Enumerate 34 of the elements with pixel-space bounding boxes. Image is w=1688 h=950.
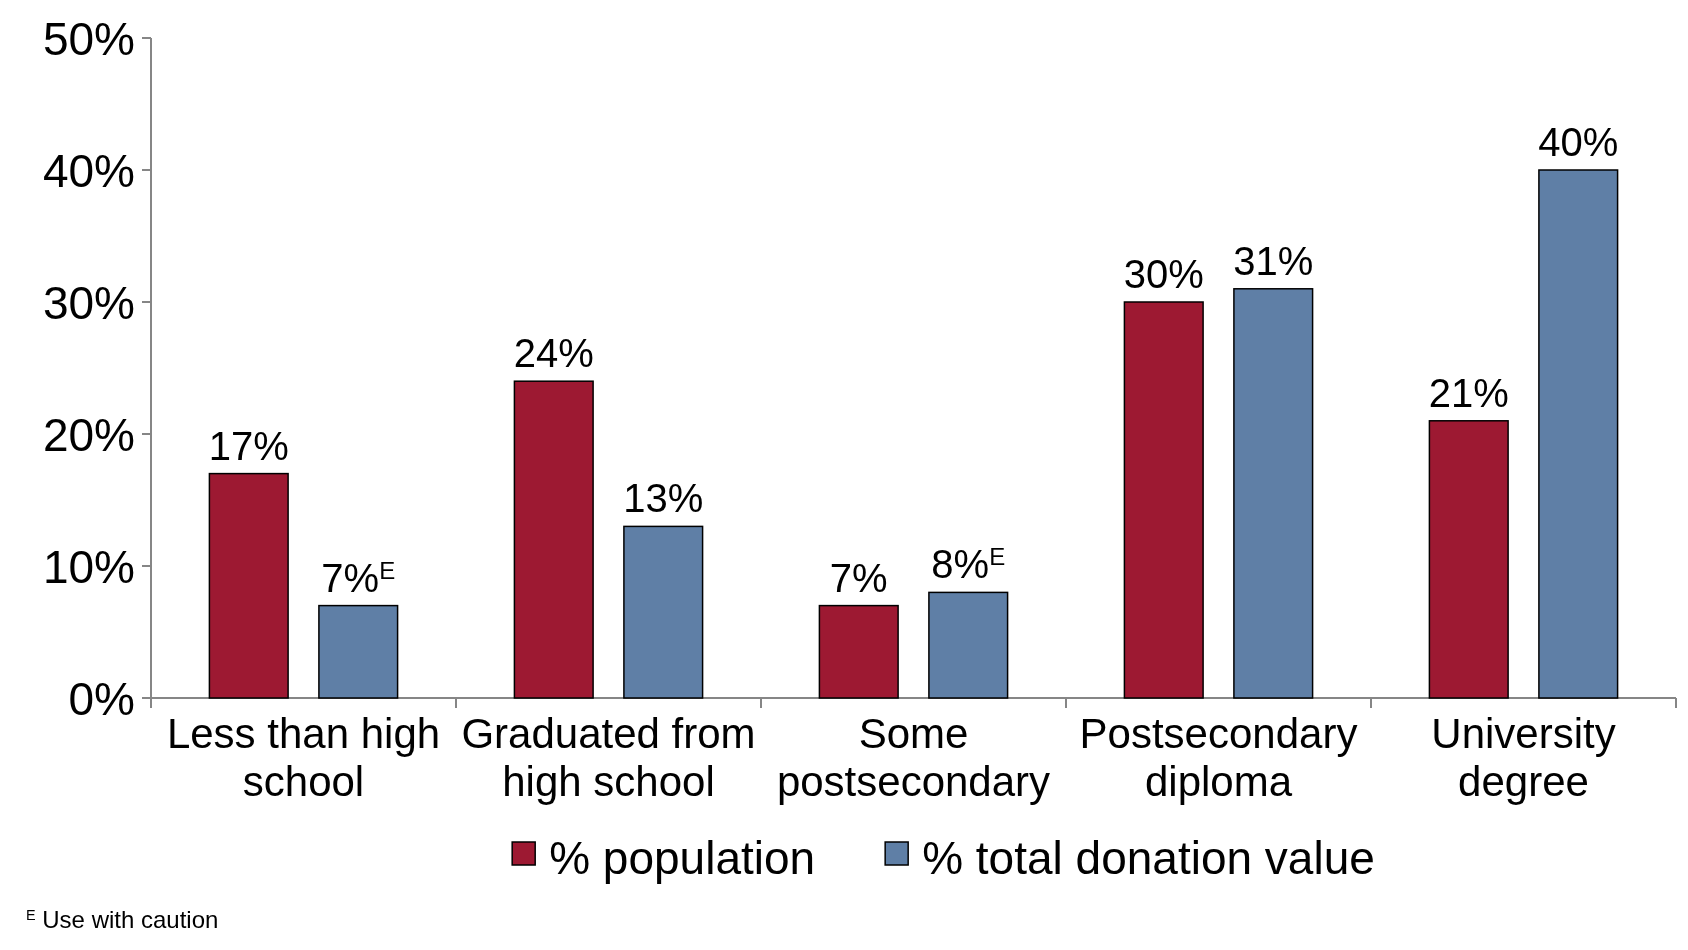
y-tick-label: 10% — [42, 540, 135, 593]
bar — [318, 604, 399, 699]
y-tick-label: 0% — [68, 672, 135, 725]
data-label: 21% — [1428, 370, 1509, 415]
data-label: 40% — [1538, 120, 1619, 164]
y-tick-label: 30% — [42, 276, 135, 329]
bar — [1428, 420, 1509, 699]
x-tick-label: Less than high school — [166, 710, 441, 805]
bar — [1538, 169, 1619, 699]
data-label: 17% — [208, 423, 289, 468]
data-label: 30% — [1123, 252, 1204, 296]
data-label: 13% — [623, 476, 704, 521]
legend-label: % total donation value — [922, 832, 1375, 884]
x-tick-label: University degree — [1431, 710, 1616, 805]
data-label: 7%$^{E}$ — [321, 555, 396, 600]
y-tick-label: 40% — [42, 144, 135, 197]
data-label: 31% — [1233, 238, 1314, 283]
data-label: 7% — [829, 555, 888, 600]
bar — [208, 472, 289, 699]
bar — [1123, 301, 1204, 699]
bar — [1233, 288, 1314, 699]
bar — [623, 525, 704, 699]
x-tick-label: Some postsecondary — [776, 710, 1051, 805]
y-tick-label: 50% — [42, 12, 135, 65]
bar — [928, 591, 1009, 699]
legend-label: % population — [549, 832, 816, 884]
bar — [818, 604, 899, 699]
text: $^{E}$ Use with caution — [26, 906, 219, 933]
data-label: 24% — [513, 331, 594, 376]
x-tick-label: Postsecondary diploma — [1079, 710, 1358, 805]
y-tick-label: 20% — [42, 408, 135, 461]
data-label: 8%$^{E}$ — [931, 542, 1006, 587]
x-tick-label: Graduated from high school — [461, 710, 756, 805]
bar — [513, 380, 594, 699]
